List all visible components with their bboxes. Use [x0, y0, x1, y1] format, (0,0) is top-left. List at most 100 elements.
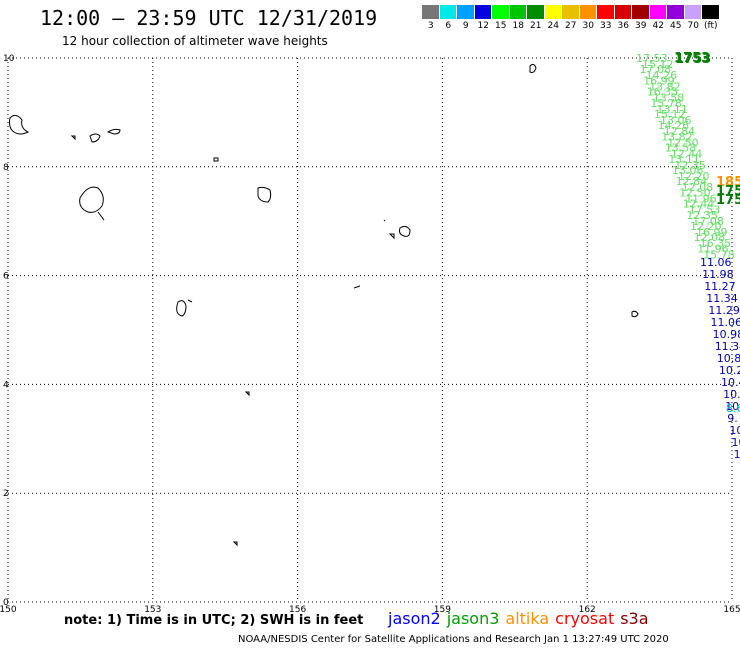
- track-side-label: 185: [716, 175, 740, 190]
- island-outline: [383, 219, 386, 222]
- color-swatch: [702, 5, 720, 19]
- jason3-swh-label: 13.82: [649, 80, 681, 93]
- jason2-track: 11.0611.9811.2711.3411.2911.0610.9811.34…: [700, 256, 740, 461]
- island-outline: [97, 211, 105, 221]
- jason2-swh-label: 10.0: [723, 388, 740, 401]
- island-outline: [631, 310, 639, 318]
- island-outline: [9, 114, 30, 135]
- color-swatch: [614, 5, 632, 19]
- jason3-swh-label: 13.11: [656, 103, 688, 116]
- island-outline: [79, 186, 104, 213]
- legend-entry-cryosat: cryosat: [555, 609, 615, 628]
- color-scale-label: 36: [617, 21, 629, 31]
- jason3-swh-label: 13.58: [665, 142, 697, 155]
- island-outline: [89, 133, 101, 143]
- color-scale-label: 39: [635, 21, 647, 31]
- island-outline: [529, 63, 537, 73]
- y-tick-label: 4: [3, 380, 9, 390]
- color-swatch: [684, 5, 702, 19]
- track-side-label: 175: [716, 193, 740, 208]
- jason3-swh-label: 12.08: [682, 181, 714, 194]
- jason3-track: 17.5317.0816.9916.3515.7815.1214.2613.82…: [636, 52, 735, 261]
- jason3-swh-label: 17.53: [689, 204, 721, 217]
- island-outline: [232, 541, 238, 547]
- island-outline: [257, 186, 272, 203]
- x-tick-label: 150: [0, 605, 17, 615]
- color-swatch: [509, 5, 527, 19]
- jason2-swh-label: 10: [729, 424, 740, 437]
- jason3-swh-label: 12.84: [676, 175, 708, 188]
- jason2-swh-label: 10.1: [725, 400, 740, 413]
- jason3-swh-label: 16.99: [643, 74, 675, 87]
- jason3-swh-label: 15.78: [703, 248, 735, 261]
- island-outline: [244, 391, 250, 397]
- color-scale-label: 33: [600, 21, 612, 31]
- jason3-swh-label: 14.26: [646, 69, 678, 82]
- note-text: note: 1) Time is in UTC; 2) SWH is in fe…: [64, 613, 364, 628]
- color-swatch: [492, 5, 510, 19]
- legend-entry-jason3: jason3: [446, 609, 500, 628]
- map-title: 12:00 – 23:59 UTC 12/31/2019: [40, 6, 378, 30]
- x-tick-label: 165: [723, 605, 740, 615]
- jason3-swh-label: 12.44: [671, 148, 703, 161]
- color-swatch: [422, 5, 440, 19]
- x-tick-label: 162: [579, 605, 596, 615]
- x-tick-label: 156: [289, 605, 306, 615]
- color-swatch: [562, 5, 580, 19]
- y-tick-label: 6: [3, 272, 9, 282]
- color-scale-label: 18: [512, 21, 524, 31]
- jason2-swh-label: 10: [732, 436, 740, 449]
- color-swatch: [474, 5, 492, 19]
- axis-tick-labels: 150 153 156 159 162 165 10 8 6 4 2 0: [0, 54, 740, 615]
- jason3-swh-label: 15.12: [642, 58, 674, 71]
- jason3-swh-label: 15.12: [654, 108, 686, 121]
- island-outline: [70, 135, 76, 141]
- color-swatch: [579, 5, 597, 19]
- color-scale-label: 30: [582, 21, 594, 31]
- jason3-swh-label: 12.44: [683, 198, 715, 211]
- jason2-swh-label: 9.: [727, 412, 738, 425]
- jason3-swh-label: 13.82: [661, 130, 693, 143]
- y-tick-label: 8: [3, 163, 9, 173]
- island-outline: [187, 299, 193, 303]
- jason3-swh-label: 17.08: [640, 63, 672, 76]
- jason3-swh-label: 12.20: [678, 170, 710, 183]
- jason3-swh-label: 16.35: [647, 86, 679, 99]
- y-tick-label: 10: [3, 54, 15, 64]
- color-swatch: [667, 5, 685, 19]
- x-tick-label: 159: [434, 605, 451, 615]
- color-swatch: [597, 5, 615, 19]
- jason3-swh-label: 16.35: [700, 237, 732, 250]
- y-tick-label: 2: [3, 489, 9, 499]
- x-tick-label: 153: [144, 605, 161, 615]
- track-top-label: 1753: [675, 52, 711, 67]
- color-swatch: [649, 5, 667, 19]
- jason2-swh-label: 11.06: [700, 256, 732, 269]
- color-scale-label: 9: [462, 21, 469, 31]
- jason3-swh-label: 14.26: [658, 119, 690, 132]
- y-tick-label: 0: [3, 598, 9, 608]
- color-scale-label: 45: [670, 21, 682, 31]
- jason3-swh-label: 12.35: [686, 209, 718, 222]
- jason2-swh-label: 10.22: [719, 364, 740, 377]
- jason2-swh-label: 11.27: [704, 280, 736, 293]
- color-scale-label: 6: [445, 21, 452, 31]
- jason3-swh-label: 12.35: [674, 159, 706, 172]
- color-scale-label: 3: [427, 21, 434, 31]
- color-scale-label: 15: [495, 21, 507, 31]
- legend-entry-jason2: jason2: [388, 609, 441, 628]
- jason2-swh-label: 11.06: [711, 316, 740, 329]
- jason3-swh-label: 13.58: [653, 92, 685, 105]
- jason3-swh-label: 16.99: [696, 226, 728, 239]
- island-outline: [106, 128, 121, 135]
- color-scale-label: 27: [565, 21, 577, 31]
- jason3-swh-label: 12.20: [690, 220, 722, 233]
- jason3-swh-label: 15.78: [650, 97, 682, 110]
- jason2-swh-label: 11.34: [706, 292, 738, 305]
- color-swatch: [457, 5, 475, 19]
- island-outlines: [9, 63, 639, 547]
- jason3-swh-label: 12.84: [664, 125, 696, 138]
- jason3-swh-label: 12.50: [679, 186, 711, 199]
